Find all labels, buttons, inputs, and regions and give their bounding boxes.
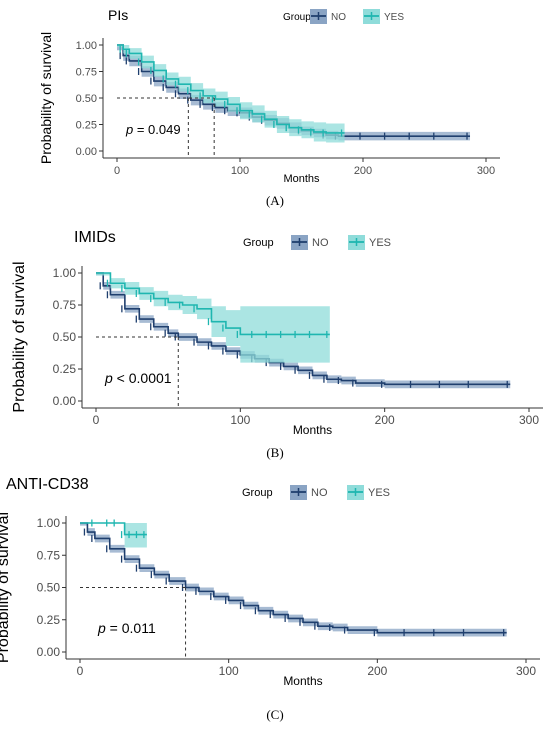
y-tick-label: 0.25 (53, 362, 77, 376)
y-tick-label: 0.00 (37, 645, 61, 659)
x-tick-label: 0 (93, 413, 100, 427)
legend-label-yes: YES (369, 237, 391, 249)
panel-label: (B) (266, 445, 283, 460)
p-value: p = 0.011 (97, 620, 156, 636)
y-tick-label: 0.50 (53, 330, 77, 344)
x-axis-label: Months (293, 423, 332, 437)
x-tick-label: 100 (230, 413, 250, 427)
survival-line (96, 272, 511, 386)
y-axis-label: Probability of survival (11, 261, 28, 412)
legend-key-yes (348, 235, 365, 250)
survival-line (117, 44, 345, 134)
y-tick-label: 1.00 (37, 516, 61, 530)
legend: Group NO YES (243, 235, 391, 250)
legend-title: Group (283, 12, 311, 23)
y-tick-label: 0.25 (76, 120, 97, 132)
legend-key-yes (363, 9, 380, 24)
series-yes (80, 519, 147, 548)
x-tick-label: 0 (77, 664, 84, 678)
chart-title: PIs (108, 7, 128, 23)
survival-line (96, 272, 330, 336)
y-axis-label: Probability of survival (38, 32, 54, 164)
legend-label-no: NO (312, 237, 329, 249)
y-tick-label: 1.00 (76, 40, 97, 52)
series-no (96, 272, 511, 389)
panel-label: (C) (266, 707, 283, 722)
legend-key-yes (347, 485, 364, 500)
panel-label: (A) (266, 193, 284, 208)
y-tick-label: 0.00 (53, 394, 77, 408)
y-tick-label: 0.50 (76, 93, 97, 105)
x-tick-label: 200 (367, 664, 387, 678)
x-tick-label: 300 (516, 664, 536, 678)
y-tick-label: 0.75 (76, 67, 97, 79)
y-tick-label: 1.00 (53, 266, 77, 280)
x-tick-label: 300 (477, 165, 495, 177)
y-tick-label: 0.75 (37, 548, 61, 562)
x-axis-label: Months (283, 674, 322, 688)
legend-label-no: NO (311, 487, 328, 499)
y-tick-label: 0.25 (37, 613, 61, 627)
series-yes (117, 44, 345, 143)
chart-panel-3: ANTI-CD38 Group NO YES 0.00 0.25 0.50 0.75 1.00 0… (0, 476, 540, 722)
series-yes (96, 272, 330, 363)
p-value: p < 0.0001 (104, 370, 172, 386)
y-tick-label: 0.50 (37, 581, 61, 595)
legend: Group NO YES (283, 9, 404, 24)
x-tick-label: 300 (519, 413, 539, 427)
x-axis-label: Months (283, 173, 320, 185)
confidence-band (117, 45, 345, 143)
legend-title: Group (243, 237, 274, 249)
legend-label-yes: YES (368, 487, 390, 499)
legend-label-no: NO (331, 12, 346, 23)
series-no (80, 522, 507, 637)
survival-line (80, 522, 507, 634)
chart-panel-2: IMIDs Group NO YES 0.00 0.25 0.50 0.75 1.00 0 100 2… (11, 229, 543, 460)
x-tick-label: 200 (354, 165, 372, 177)
y-tick-label: 0.00 (76, 146, 97, 158)
legend-key-no (310, 9, 327, 24)
confidence-band (80, 523, 147, 548)
p-value: p = 0.049 (125, 122, 181, 137)
y-axis-label: Probability of survival (0, 512, 12, 663)
chart-panel-1: PIs Group NO YES 0.00 0.25 0.50 0.75 1.00 0 100 200… (38, 7, 500, 208)
legend-key-no (290, 485, 307, 500)
x-tick-label: 200 (375, 413, 395, 427)
legend-title: Group (242, 487, 273, 499)
x-tick-label: 100 (231, 165, 249, 177)
x-tick-label: 100 (219, 664, 239, 678)
legend: Group NO YES (242, 485, 390, 500)
legend-key-no (291, 235, 308, 250)
x-tick-label: 0 (114, 165, 120, 177)
y-tick-label: 0.75 (53, 298, 77, 312)
legend-label-yes: YES (384, 12, 404, 23)
chart-title: IMIDs (74, 229, 116, 246)
chart-title: ANTI-CD38 (6, 476, 89, 493)
